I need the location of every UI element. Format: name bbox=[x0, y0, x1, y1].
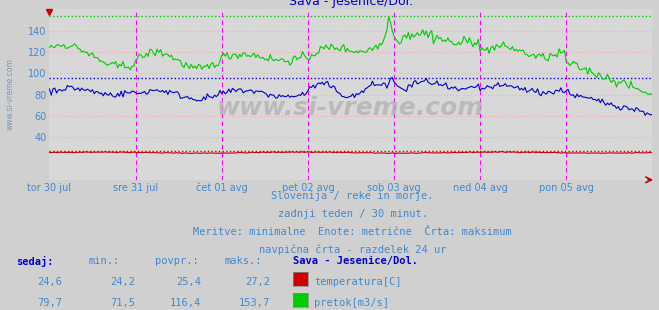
Text: 116,4: 116,4 bbox=[170, 298, 201, 308]
Text: 25,4: 25,4 bbox=[176, 277, 201, 287]
Text: povpr.:: povpr.: bbox=[155, 256, 198, 266]
Text: temperatura[C]: temperatura[C] bbox=[314, 277, 402, 287]
Text: 79,7: 79,7 bbox=[38, 298, 63, 308]
Text: min.:: min.: bbox=[89, 256, 120, 266]
Text: 24,2: 24,2 bbox=[110, 277, 135, 287]
Text: Meritve: minimalne  Enote: metrične  Črta: maksimum: Meritve: minimalne Enote: metrične Črta:… bbox=[193, 227, 512, 237]
Text: zadnji teden / 30 minut.: zadnji teden / 30 minut. bbox=[277, 209, 428, 219]
Text: navpična črta - razdelek 24 ur: navpična črta - razdelek 24 ur bbox=[259, 245, 446, 255]
Text: maks.:: maks.: bbox=[224, 256, 262, 266]
Text: www.si-vreme.com: www.si-vreme.com bbox=[217, 96, 484, 120]
Title: Sava - Jesenice/Dol.: Sava - Jesenice/Dol. bbox=[289, 0, 413, 8]
Text: 24,6: 24,6 bbox=[38, 277, 63, 287]
Text: Slovenija / reke in morje.: Slovenija / reke in morje. bbox=[272, 191, 434, 201]
Text: www.si-vreme.com: www.si-vreme.com bbox=[6, 59, 14, 131]
Text: pretok[m3/s]: pretok[m3/s] bbox=[314, 298, 389, 308]
Text: 153,7: 153,7 bbox=[239, 298, 270, 308]
Text: Sava - Jesenice/Dol.: Sava - Jesenice/Dol. bbox=[293, 256, 418, 266]
Text: 71,5: 71,5 bbox=[110, 298, 135, 308]
Text: sedaj:: sedaj: bbox=[16, 256, 54, 267]
Text: 27,2: 27,2 bbox=[245, 277, 270, 287]
